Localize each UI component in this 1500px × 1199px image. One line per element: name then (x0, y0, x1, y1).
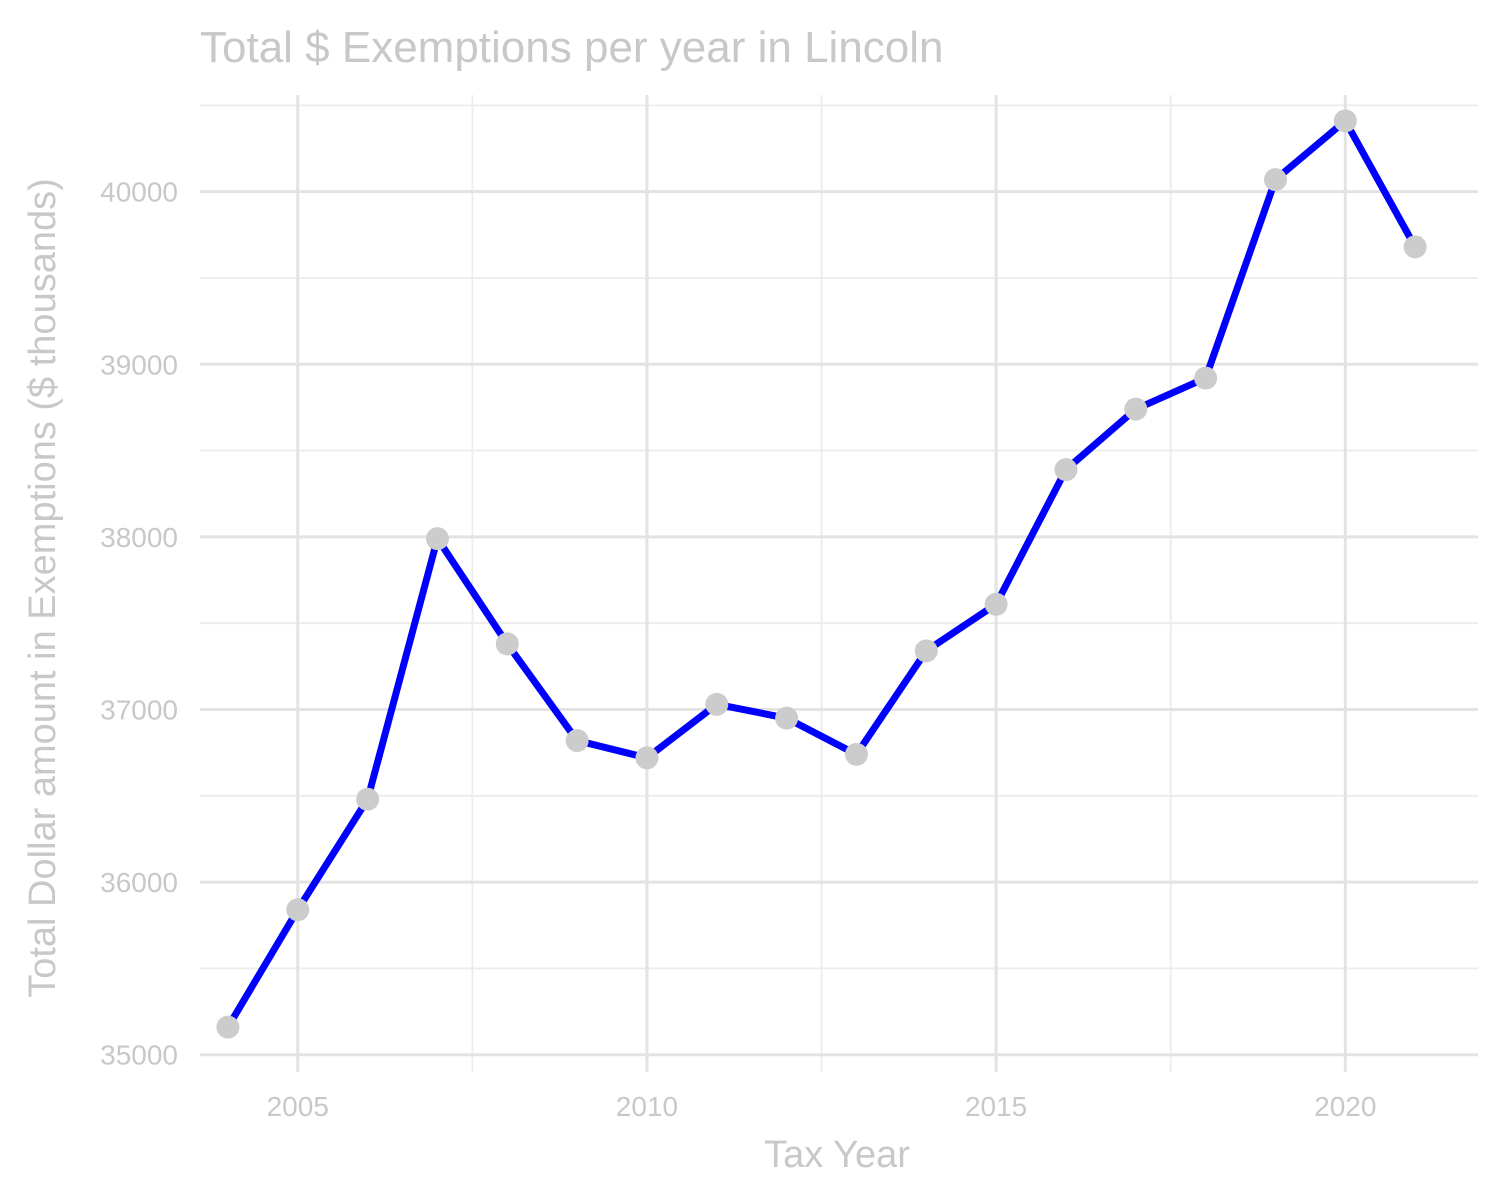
x-tick-label: 2015 (965, 1091, 1027, 1122)
y-tick-label: 39000 (100, 349, 178, 380)
data-points (216, 109, 1427, 1039)
data-point (356, 787, 380, 811)
y-tick-label: 36000 (100, 867, 178, 898)
data-point (1263, 168, 1287, 192)
y-axis-title: Total Dollar amount in Exemptions ($ tho… (22, 178, 64, 998)
data-series (224, 117, 1419, 1029)
grid-lines (200, 95, 1478, 1072)
data-point (1054, 458, 1078, 482)
data-point (1194, 366, 1218, 390)
x-tick-label: 2020 (1314, 1091, 1376, 1122)
y-tick-label: 40000 (100, 177, 178, 208)
data-point (286, 898, 310, 922)
data-point (1124, 397, 1148, 421)
data-point (495, 632, 519, 656)
y-tick-label: 38000 (100, 522, 178, 553)
data-point (1403, 235, 1427, 259)
x-tick-label: 2010 (616, 1091, 678, 1122)
data-point (914, 639, 938, 663)
y-tick-label: 37000 (100, 695, 178, 726)
x-axis-ticks: 2005 2010 2015 2020 (267, 1091, 1377, 1122)
data-point (216, 1015, 240, 1039)
y-axis-ticks: 35000 36000 37000 38000 39000 40000 (100, 177, 178, 1071)
data-point (984, 592, 1008, 616)
data-point (775, 706, 799, 730)
x-tick-label: 2005 (267, 1091, 329, 1122)
data-point (425, 527, 449, 551)
y-tick-label: 35000 (100, 1040, 178, 1071)
data-point (635, 746, 659, 770)
series-line (224, 117, 1419, 1029)
x-axis-title: Tax Year (764, 1134, 910, 1176)
data-point (1333, 109, 1357, 133)
data-point (705, 692, 729, 716)
data-point (844, 742, 868, 766)
data-point (565, 729, 589, 753)
chart-title: Total $ Exemptions per year in Lincoln (200, 23, 944, 72)
